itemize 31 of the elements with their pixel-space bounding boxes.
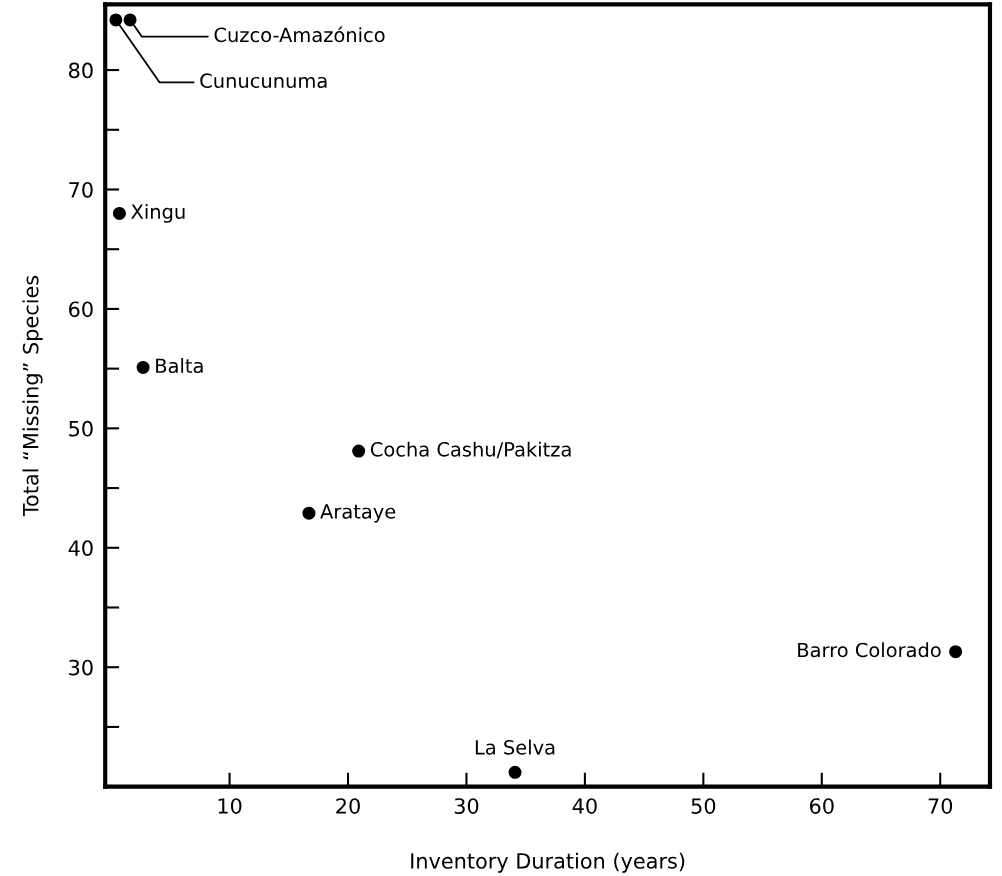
point [109,13,123,27]
y-tick-label: 50 [69,420,93,437]
point [112,206,126,220]
y-tick-label: 70 [69,181,93,198]
x-tick-label: 30 [454,798,479,814]
y-tick-label: 40 [68,540,93,556]
point [508,765,522,779]
y-tick-label: 60 [69,301,93,318]
annotation: Balta [156,358,203,374]
point [949,645,963,659]
annotation: Barro Colorado [798,642,941,658]
x-tick-label: 20 [336,798,360,814]
annotation: Cuzco-Amazónico [214,26,385,43]
x-tick-label: 10 [218,798,242,814]
point [136,360,150,374]
annotation: Cocha Cashu/Pakitza [370,441,571,459]
point [302,506,316,520]
annotation: Arataye [320,504,396,523]
x-axis-title: Inventory Duration (years) [411,852,685,873]
point [352,444,366,458]
annotation: Xingu [131,203,185,223]
x-tick-label: 60 [809,798,834,814]
y-tick-label: 30 [69,659,93,676]
x-tick-label: 50 [691,798,716,814]
annotation: La Selva [475,739,555,755]
x-tick-label: 40 [572,798,597,814]
annotation: Cunucunuma [200,73,327,89]
y-axis-title: Total “Missing” Species [22,275,43,517]
y-tick-label: 80 [69,62,93,79]
x-tick-label: 70 [928,798,953,814]
point [123,13,137,27]
